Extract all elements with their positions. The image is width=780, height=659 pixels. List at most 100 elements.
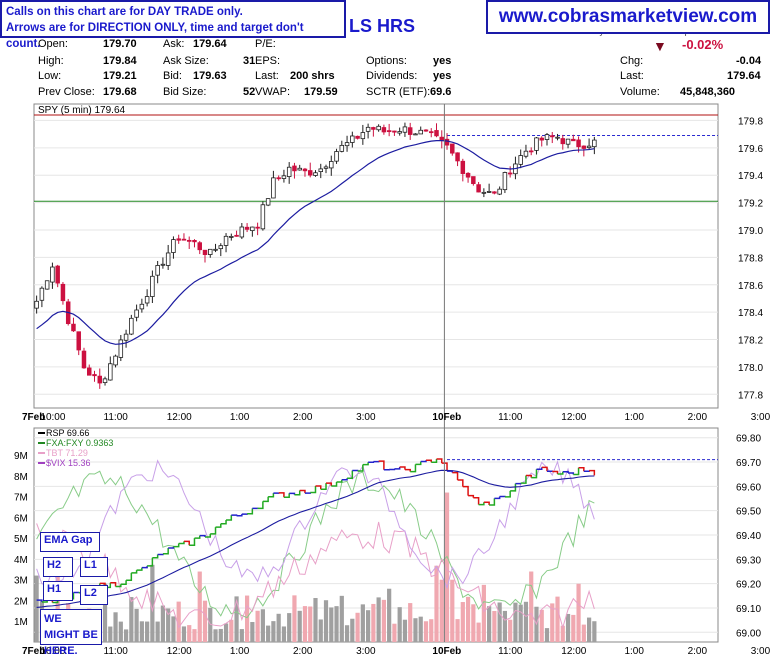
candle-body <box>213 248 218 251</box>
candle-body <box>234 234 239 237</box>
rsp-step <box>399 466 406 470</box>
candle-body <box>113 355 118 366</box>
candle-body <box>313 172 318 176</box>
h2-label: H2 <box>43 557 73 577</box>
candle <box>413 133 418 136</box>
volume-bar <box>402 619 408 642</box>
candle-body <box>365 126 371 132</box>
volume-bar <box>544 628 550 642</box>
options-label: Options: <box>366 55 407 67</box>
last-label: Last: <box>620 70 644 82</box>
candle <box>450 143 455 156</box>
candle-body <box>34 300 39 309</box>
bid-size-value: 52 <box>243 86 256 98</box>
candle-body <box>555 136 560 139</box>
candle-body <box>297 167 302 171</box>
rsp-step <box>126 572 133 581</box>
candle <box>171 236 176 259</box>
volume-bar <box>508 619 513 642</box>
volume-bar <box>418 616 423 642</box>
candle <box>76 331 81 356</box>
h1-label: H1 <box>43 581 73 601</box>
candle-body <box>476 184 481 193</box>
candle-body <box>102 378 108 384</box>
time-tick-label: 10:00 <box>40 646 65 657</box>
volume-bar <box>255 610 260 642</box>
volume-bar <box>460 602 465 642</box>
candle-body <box>402 126 408 133</box>
rsp-step <box>152 554 159 559</box>
rsp-tick-label: 69.50 <box>736 507 761 518</box>
bid-label: Bid: <box>163 70 182 82</box>
volume-bar <box>229 619 234 642</box>
rsp-step <box>368 461 375 463</box>
rsp-step <box>531 469 538 479</box>
volume-bar <box>329 607 334 642</box>
volume-bar <box>476 622 481 642</box>
time-tick-label: 11:00 <box>498 412 523 423</box>
low-label: Low: <box>38 70 62 82</box>
candle-body <box>239 226 245 238</box>
website-link[interactable]: www.cobrasmarketview.com <box>486 0 770 34</box>
volume-bar <box>371 603 376 642</box>
rsp-step <box>320 483 327 490</box>
pe-label: P/E: <box>255 38 276 50</box>
price-tick-label: 177.8 <box>738 390 763 401</box>
axis-layer: 177.8 178.0 178.2 178.4 178.6 178.8 179.0 179.2… <box>14 104 771 657</box>
volume-bar <box>502 610 508 642</box>
candle <box>429 128 434 138</box>
volume-bar <box>150 564 155 642</box>
candle-body <box>286 166 292 177</box>
candle <box>34 295 39 314</box>
candle <box>434 123 439 138</box>
candle-body <box>497 188 502 195</box>
rsp-step <box>257 501 264 510</box>
l2-label: L2 <box>80 585 108 605</box>
ask-value: 179.64 <box>193 38 227 50</box>
candle-body <box>586 145 592 149</box>
candle-body <box>176 238 181 241</box>
candle-body <box>134 309 139 318</box>
candle <box>123 329 129 348</box>
rsp-step <box>578 466 585 472</box>
candle <box>234 230 239 237</box>
volume-tick-label: 7M <box>14 493 28 504</box>
candle-body <box>576 139 581 148</box>
rsp-step <box>215 523 222 528</box>
time-tick-label: 2:00 <box>688 412 708 423</box>
volume-bar <box>550 603 555 642</box>
candle <box>539 136 544 147</box>
fxa-fxy-line <box>36 470 595 619</box>
candle <box>97 368 103 389</box>
candle <box>534 137 539 155</box>
candle <box>518 149 523 169</box>
candle-body <box>413 133 418 136</box>
candle <box>392 130 397 136</box>
candle-body <box>534 137 539 151</box>
rsp-step <box>431 459 438 463</box>
ask-label: Ask: <box>163 38 185 50</box>
candle-body <box>502 172 508 191</box>
candle-body <box>197 242 202 251</box>
eps-label: EPS: <box>255 55 281 67</box>
volume-bar <box>192 629 197 642</box>
time-tick-label: 3:00 <box>751 412 771 423</box>
candle <box>376 124 381 132</box>
volume-bar <box>276 613 281 642</box>
rsp-step <box>489 498 496 506</box>
candle <box>160 257 166 269</box>
last-value: 179.64 <box>727 70 761 82</box>
rsp-tick-label: 69.20 <box>736 580 761 591</box>
volume-bar <box>166 608 171 642</box>
volume-bar <box>260 609 265 642</box>
rsp-step <box>231 514 238 516</box>
candle <box>286 162 292 184</box>
candle <box>139 298 145 313</box>
candle-body <box>376 125 381 131</box>
rsp-step <box>205 533 212 538</box>
volume-bar <box>313 598 318 642</box>
options-value: yes <box>433 55 452 67</box>
rsp-step <box>441 462 448 472</box>
candle-body <box>60 283 66 302</box>
